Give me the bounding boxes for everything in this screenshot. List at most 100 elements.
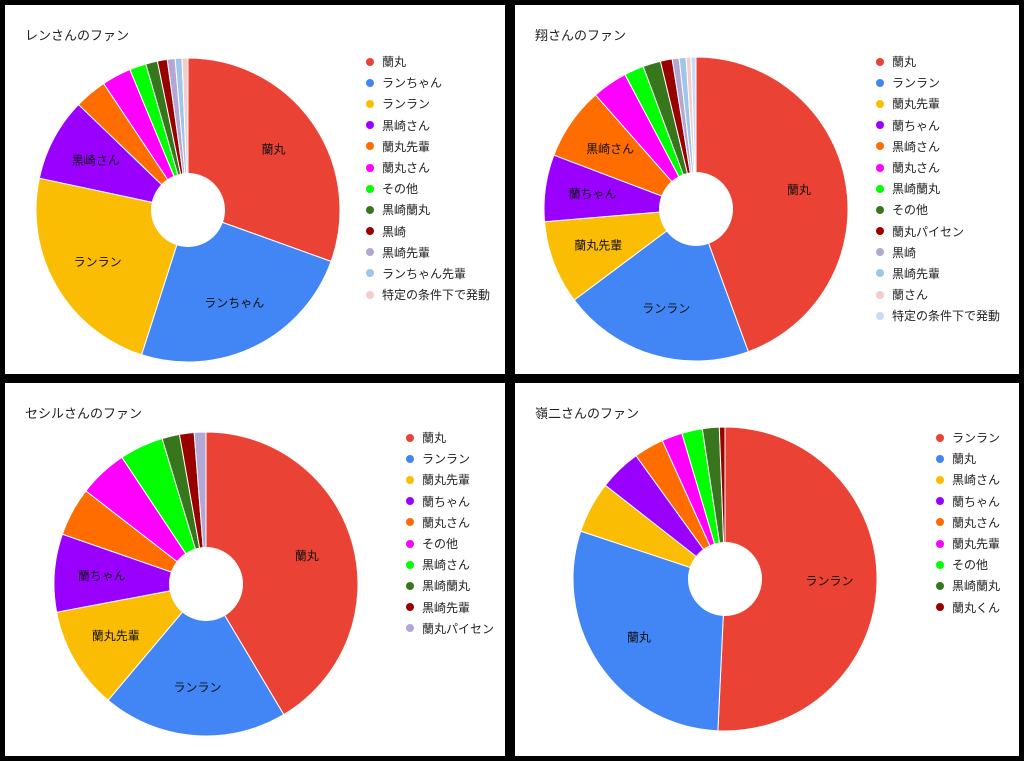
legend-item: 黒崎さん bbox=[366, 115, 490, 136]
legend-item: ランラン bbox=[936, 427, 1000, 448]
legend-swatch bbox=[936, 603, 944, 612]
legend-label: 黒崎 bbox=[382, 224, 407, 239]
legend-item: 蘭丸 bbox=[876, 51, 1000, 72]
legend-swatch bbox=[876, 78, 884, 87]
legend-swatch bbox=[876, 290, 884, 299]
legend-swatch bbox=[366, 57, 374, 66]
legend-item: 蘭丸さん bbox=[406, 512, 494, 533]
legend-item: ランちゃん先輩 bbox=[366, 263, 490, 284]
chart-panel-cecil: セシルさんのファン 蘭丸 ランラン 蘭丸先輩 蘭ちゃん 蘭丸 ランラン 蘭丸先輩 蘭ちゃん蘭… bbox=[5, 383, 505, 756]
legend-item: その他 bbox=[366, 178, 490, 199]
slice-data-label: ランラン bbox=[642, 302, 690, 316]
legend-item: 黒崎蘭丸 bbox=[366, 199, 490, 220]
legend-label: 黒崎蘭丸 bbox=[952, 579, 1001, 594]
legend-item: 蘭丸さん bbox=[366, 157, 490, 178]
legend-item: 黒崎先輩 bbox=[406, 597, 494, 618]
legend-swatch bbox=[366, 163, 374, 172]
legend-swatch bbox=[366, 142, 374, 151]
legend-label: 黒崎蘭丸 bbox=[892, 182, 941, 197]
legend-item: 特定の条件下で発動 bbox=[366, 284, 490, 305]
slice-data-label: 蘭ちゃん bbox=[568, 187, 616, 201]
legend-label: 蘭丸 bbox=[422, 431, 447, 446]
legend-label: 特定の条件下で発動 bbox=[382, 288, 491, 303]
legend-swatch bbox=[366, 290, 374, 299]
legend-label: 蘭丸さん bbox=[422, 515, 471, 530]
legend-label: ランラン bbox=[952, 431, 1001, 446]
legend-item: 黒崎蘭丸 bbox=[876, 178, 1000, 199]
chart-title: 翔さんのファン bbox=[535, 29, 627, 44]
pie-slice bbox=[573, 208, 749, 362]
legend-swatch bbox=[876, 142, 884, 151]
legend-label: 蘭丸パイセン bbox=[892, 224, 965, 239]
slice-data-label: 蘭丸 bbox=[787, 183, 811, 197]
slice-data-label: 黒崎さん bbox=[72, 153, 120, 167]
chart-title: レンさんのファン bbox=[25, 29, 130, 44]
legend-label: 蘭丸先輩 bbox=[422, 473, 471, 488]
legend-label: 黒崎さん bbox=[952, 473, 1001, 488]
pie-slice bbox=[543, 208, 698, 301]
pie-slice bbox=[205, 431, 359, 716]
legend-label: その他 bbox=[952, 558, 989, 573]
legend-label: その他 bbox=[892, 203, 929, 218]
legend-swatch bbox=[936, 560, 944, 569]
legend-swatch bbox=[936, 539, 944, 548]
legend-label: ランラン bbox=[892, 76, 941, 91]
legend-label: 蘭丸先輩 bbox=[382, 139, 431, 154]
legend-label: 蘭丸さん bbox=[892, 161, 941, 176]
donut-hole bbox=[151, 173, 225, 247]
legend-swatch bbox=[366, 121, 374, 130]
legend-item: 黒崎蘭丸 bbox=[936, 575, 1000, 596]
legend-label: 黒崎先輩 bbox=[422, 600, 471, 615]
chart-panel-sho: 翔さんのファン 蘭丸 ランラン 蘭丸先輩 蘭ちゃん 黒崎さん 蘭丸 ランラン 蘭丸先輩 蘭ちゃ… bbox=[515, 5, 1019, 374]
legend-item: 黒崎さん bbox=[406, 554, 494, 575]
legend-swatch bbox=[406, 454, 414, 463]
slice-data-label: ランラン bbox=[173, 681, 221, 695]
pie-slice bbox=[107, 583, 285, 737]
legend-item: 黒崎先輩 bbox=[366, 242, 490, 263]
legend-item: 蘭丸 bbox=[406, 427, 494, 448]
legend-item: 蘭丸先輩 bbox=[366, 136, 490, 157]
legend-swatch bbox=[366, 269, 374, 278]
chart-legend: 蘭丸 ランラン 蘭丸先輩 蘭ちゃん 黒崎さん 蘭丸さん 黒崎蘭丸 その他 蘭丸パイセン 黒崎 黒崎先… bbox=[876, 51, 1000, 326]
legend-label: 蘭ちゃん bbox=[892, 118, 941, 133]
legend-item: 蘭ちゃん bbox=[406, 491, 494, 512]
slice-data-label: ランラン bbox=[74, 255, 122, 269]
legend-item: 黒崎さん bbox=[876, 136, 1000, 157]
legend-label: 蘭丸さん bbox=[382, 161, 431, 176]
pie-slice bbox=[140, 209, 332, 363]
chart-title: セシルさんのファン bbox=[25, 407, 143, 422]
pie-slice bbox=[56, 583, 208, 701]
legend-item: 蘭丸先輩 bbox=[406, 469, 494, 490]
legend-label: 特定の条件下で発動 bbox=[892, 309, 1001, 324]
donut-hole bbox=[169, 547, 243, 621]
pie-slice bbox=[572, 530, 726, 732]
legend-swatch bbox=[366, 248, 374, 257]
legend-item: 黒崎先輩 bbox=[876, 263, 1000, 284]
slice-data-label: 黒崎さん bbox=[586, 142, 634, 156]
pie-slice bbox=[717, 426, 878, 732]
legend-item: 黒崎蘭丸 bbox=[406, 575, 494, 596]
legend-swatch bbox=[936, 497, 944, 506]
legend-label: 蘭丸 bbox=[892, 55, 917, 70]
legend-label: 蘭さん bbox=[892, 288, 929, 303]
legend-item: 蘭丸 bbox=[936, 448, 1000, 469]
legend-swatch bbox=[936, 454, 944, 463]
chart-panel-ren: レンさんのファン 蘭丸 ランちゃん ランラン 黒崎さん 蘭丸 ランちゃん ランラン 黒崎さん… bbox=[5, 5, 505, 374]
legend-swatch bbox=[936, 475, 944, 484]
legend-item: ランラン bbox=[366, 93, 490, 114]
legend-swatch bbox=[876, 163, 884, 172]
legend-swatch bbox=[406, 497, 414, 506]
slice-data-label: 蘭丸 bbox=[627, 631, 651, 645]
legend-label: 黒崎 bbox=[892, 245, 917, 260]
chart-title: 嶺二さんのファン bbox=[535, 407, 640, 422]
legend-item: その他 bbox=[936, 554, 1000, 575]
legend-swatch bbox=[876, 184, 884, 193]
legend-swatch bbox=[406, 560, 414, 569]
legend-label: その他 bbox=[422, 537, 459, 552]
legend-label: 黒崎先輩 bbox=[892, 266, 941, 281]
legend-swatch bbox=[406, 518, 414, 527]
legend-item: 黒崎 bbox=[876, 242, 1000, 263]
legend-swatch bbox=[876, 248, 884, 257]
